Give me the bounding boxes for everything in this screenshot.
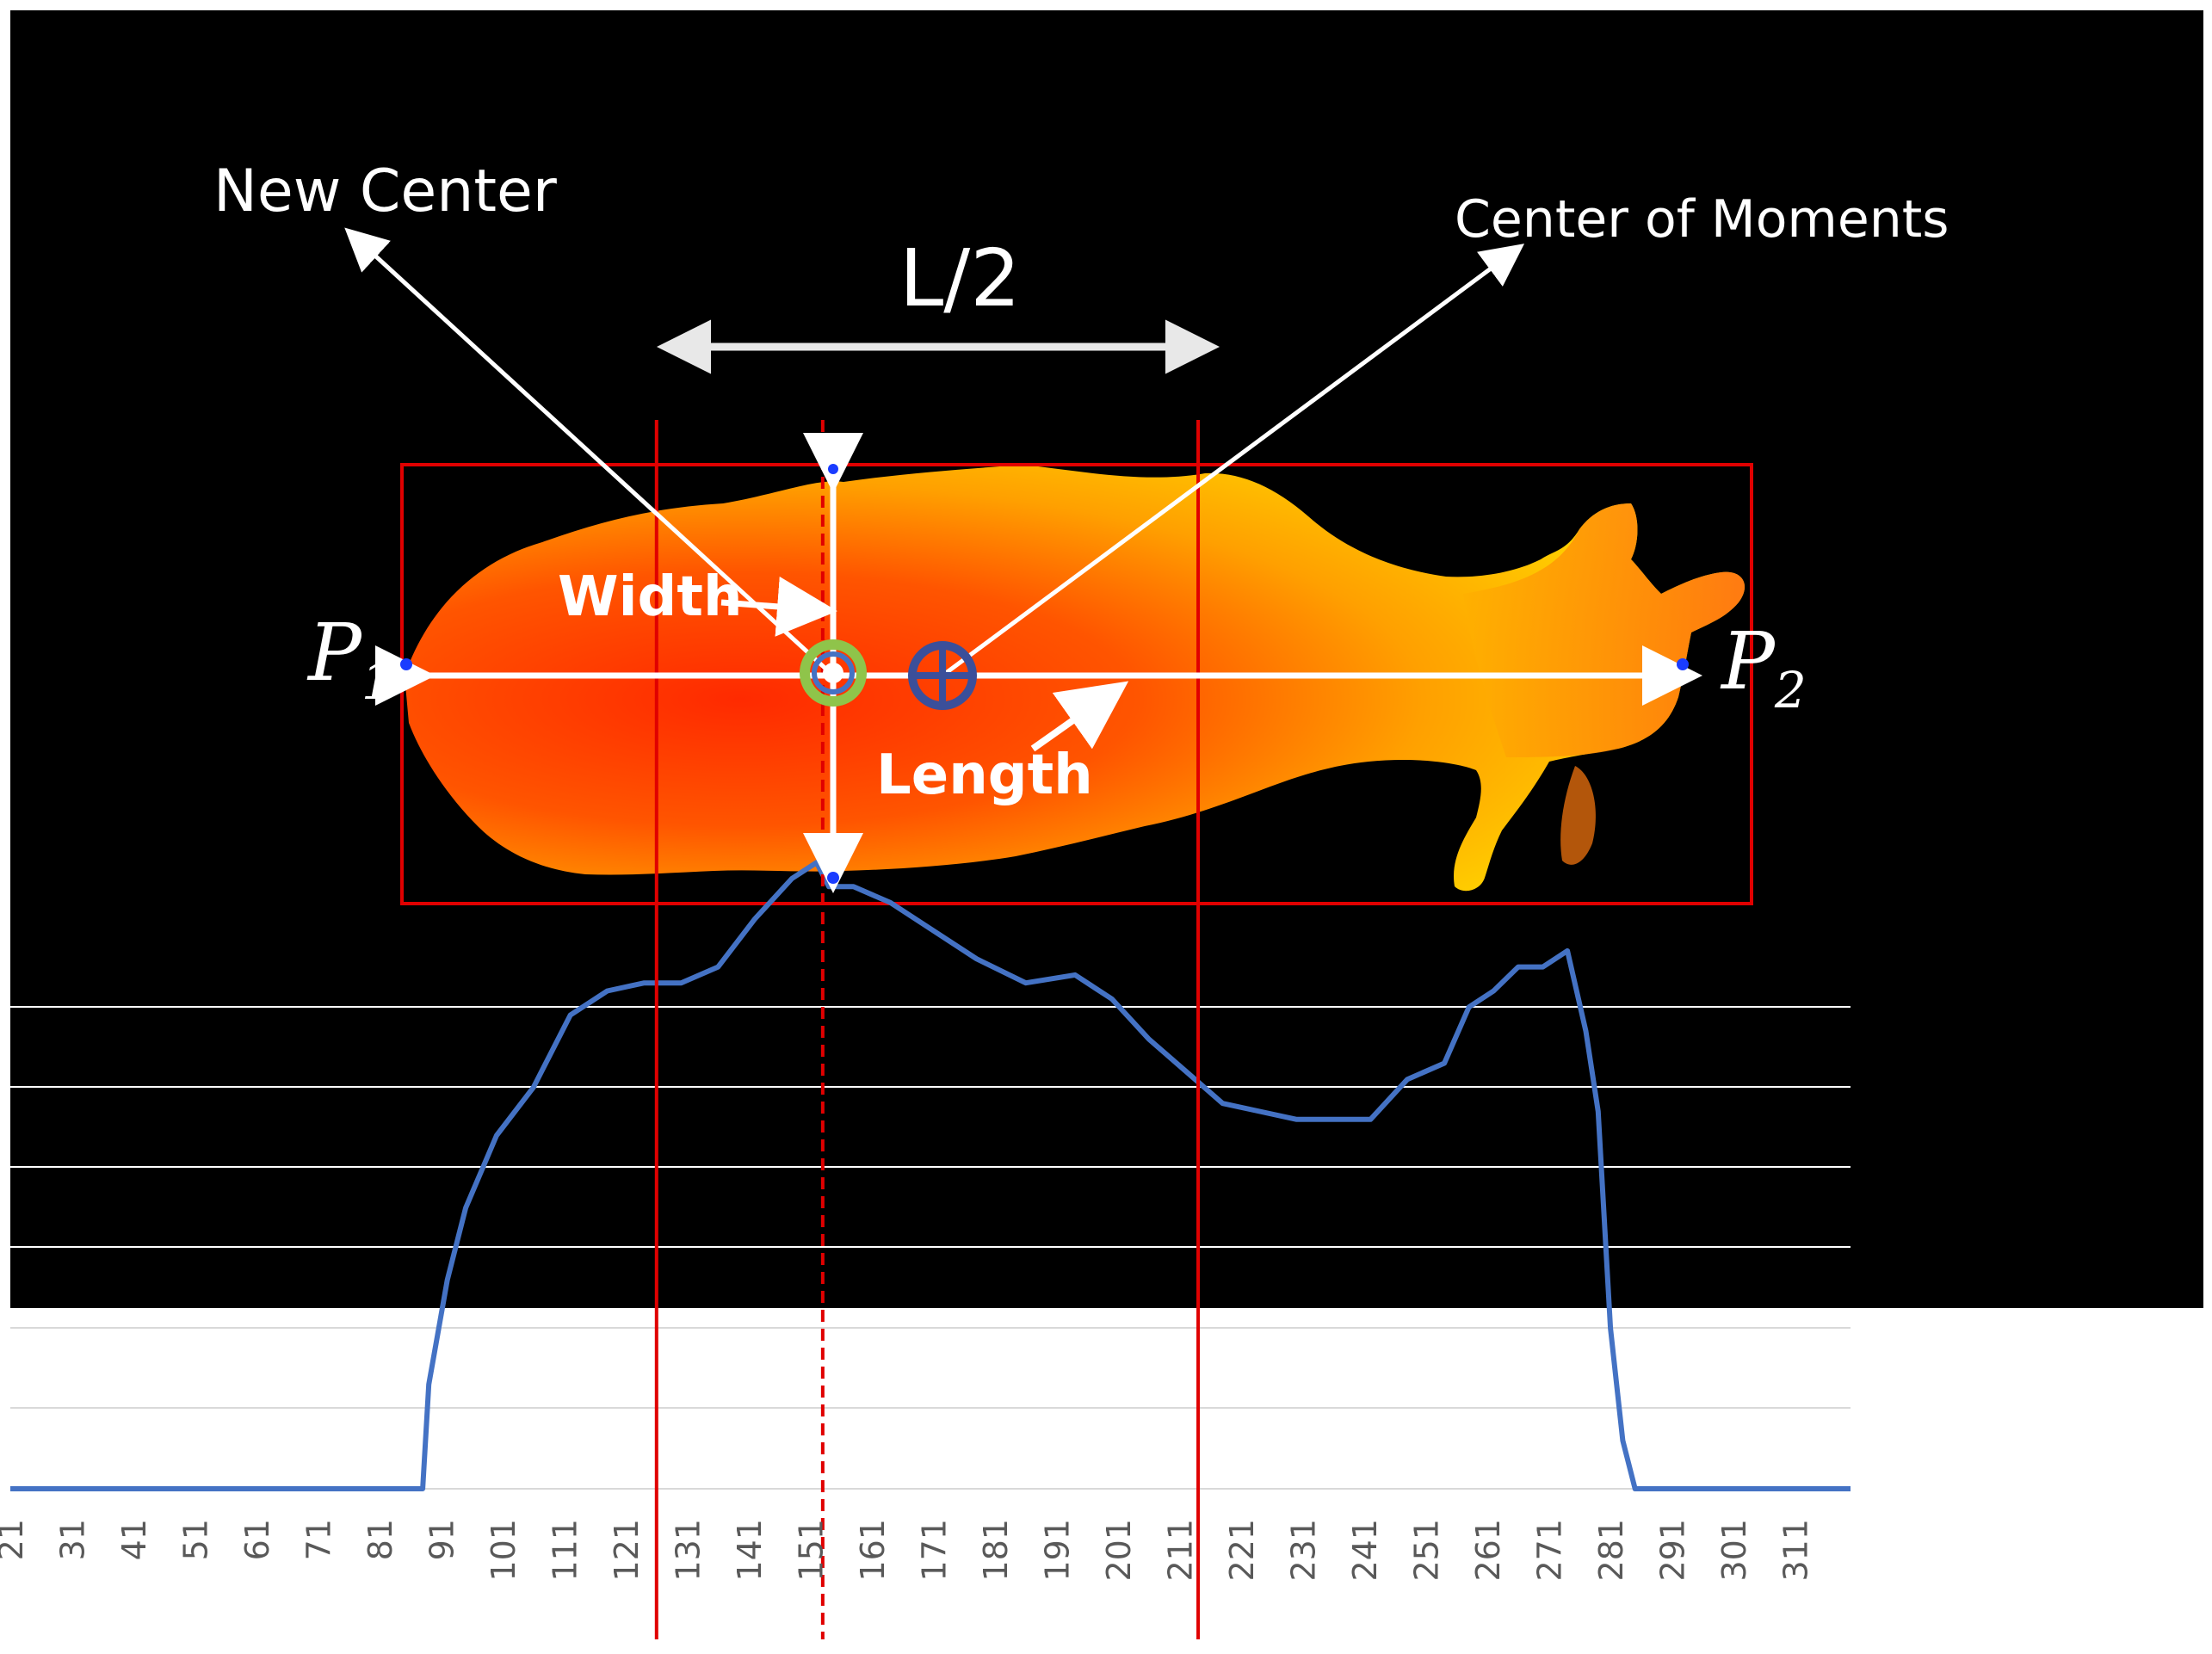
x-tick-label: 31 bbox=[54, 1519, 92, 1560]
x-tick-label: 111 bbox=[547, 1519, 584, 1582]
x-tick-label: 301 bbox=[1715, 1519, 1753, 1582]
x-tick-label: 241 bbox=[1346, 1519, 1384, 1582]
x-tick-label: 191 bbox=[1039, 1519, 1077, 1582]
p2-label: P2 bbox=[1720, 615, 1807, 719]
x-tick-label: 281 bbox=[1592, 1519, 1630, 1582]
x-tick-label: 51 bbox=[177, 1519, 215, 1560]
x-tick-label: 121 bbox=[608, 1519, 646, 1582]
width-bottom-point bbox=[827, 872, 839, 884]
new-center-marker bbox=[800, 639, 867, 707]
x-tick-label: 71 bbox=[300, 1519, 338, 1560]
x-tick-label: 211 bbox=[1162, 1519, 1200, 1582]
length-label-pointer bbox=[1030, 681, 1129, 752]
animal-hind-leg bbox=[1560, 766, 1596, 865]
x-tick-label: 61 bbox=[238, 1519, 276, 1560]
profile-line bbox=[10, 860, 1851, 1491]
width-top-point bbox=[828, 464, 838, 474]
x-tick-labels: 21 31 41 51 61 71 81 91 101 111 121 131 141 151 161 171… bbox=[0, 1519, 1815, 1582]
x-tick-label: 101 bbox=[485, 1519, 522, 1582]
vertical-markers bbox=[654, 420, 1201, 1639]
p1-label: P1 bbox=[306, 607, 393, 711]
chart-gridlines bbox=[10, 1006, 1851, 1490]
x-tick-label: 311 bbox=[1777, 1519, 1815, 1582]
x-tick-label: 21 bbox=[0, 1519, 30, 1560]
new-center-label: New Center bbox=[213, 157, 557, 225]
p2-point bbox=[1677, 658, 1689, 670]
x-tick-label: 251 bbox=[1408, 1519, 1446, 1582]
center-of-moments-label: Center of Moments bbox=[1455, 189, 1949, 250]
x-tick-label: 181 bbox=[977, 1519, 1015, 1582]
x-tick-label: 271 bbox=[1531, 1519, 1569, 1582]
center-of-moments-marker bbox=[908, 641, 977, 710]
half-length-label: L/2 bbox=[899, 232, 1021, 324]
x-tick-label: 261 bbox=[1469, 1519, 1507, 1582]
x-tick-label: 231 bbox=[1285, 1519, 1323, 1582]
p1-point bbox=[400, 658, 412, 670]
x-tick-label: 81 bbox=[361, 1519, 399, 1560]
x-tick-label: 141 bbox=[731, 1519, 769, 1582]
width-label-pointer bbox=[720, 576, 837, 637]
length-label: Length bbox=[876, 744, 1093, 807]
x-tick-label: 91 bbox=[423, 1519, 461, 1560]
x-tick-label: 131 bbox=[670, 1519, 707, 1582]
x-tick-label: 151 bbox=[793, 1519, 831, 1582]
x-tick-label: 41 bbox=[115, 1519, 153, 1560]
x-tick-label: 291 bbox=[1654, 1519, 1692, 1582]
x-tick-label: 171 bbox=[916, 1519, 954, 1582]
x-tick-label: 201 bbox=[1100, 1519, 1138, 1582]
x-tick-label: 221 bbox=[1223, 1519, 1261, 1582]
x-tick-label: 161 bbox=[854, 1519, 892, 1582]
width-label: Width bbox=[558, 565, 743, 629]
center-of-moments-pointer bbox=[941, 244, 1525, 678]
